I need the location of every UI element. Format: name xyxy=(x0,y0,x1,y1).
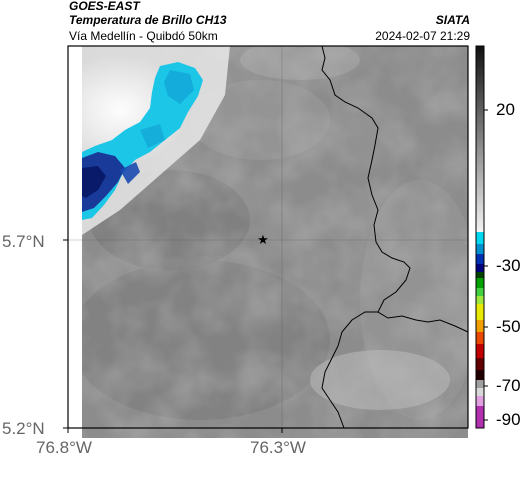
organization-label: SIATA xyxy=(435,13,470,27)
lon-tick-label: 76.3°W xyxy=(250,438,306,457)
colorbar-tick-label: -30 xyxy=(496,256,521,275)
brightness-field xyxy=(82,46,468,438)
product-title: Temperatura de Brillo CH13 xyxy=(69,13,227,27)
colorbar-tick-label: -90 xyxy=(496,410,521,429)
colorbar-tick-label: 20 xyxy=(496,100,515,119)
lon-tick-label: 76.8°W xyxy=(36,438,92,457)
star-icon: ★ xyxy=(257,233,269,248)
satellite-name: GOES-EAST xyxy=(69,0,140,13)
datetime-label: 2024-02-07 21:29 xyxy=(375,29,470,43)
department-border-south xyxy=(321,311,378,429)
department-border xyxy=(321,45,469,333)
lat-tick-label: 5.7°N xyxy=(2,232,45,251)
lat-tick-label: 5.2°N xyxy=(2,419,45,438)
colorbar-tick-label: -50 xyxy=(496,317,521,336)
colorbar xyxy=(475,45,488,429)
map-frame xyxy=(67,45,469,429)
region-label: Vía Medellín - Quibdó 50km xyxy=(69,29,218,43)
colorbar-tick-label: -70 xyxy=(496,376,521,395)
